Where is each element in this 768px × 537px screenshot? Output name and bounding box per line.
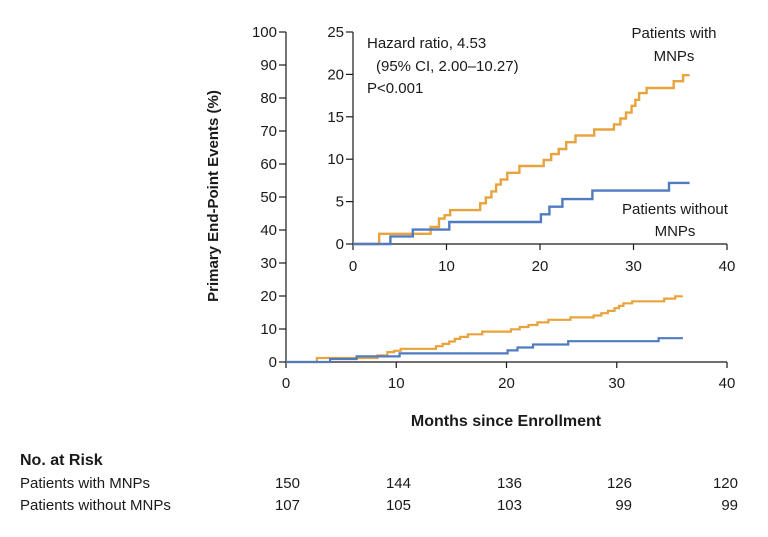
main-series-group [286, 295, 683, 364]
main-y-tick-label: 30 [260, 255, 277, 272]
inset-x-tick-label: 30 [625, 258, 642, 275]
y-axis-label: Primary End-Point Events (%) [205, 90, 222, 302]
risk-value-without-mnps: 99 [721, 497, 738, 514]
inset-y-tick-label: 10 [327, 151, 344, 168]
annotation-p-value: P<0.001 [367, 80, 423, 97]
annotation-hazard-ratio: Hazard ratio, 4.53 [367, 35, 486, 52]
risk-value-with-mnps: 144 [386, 475, 411, 492]
risk-values: 150 144 136 126 120 107 105 103 99 99 [275, 475, 738, 514]
main-y-tick-label: 0 [269, 354, 277, 371]
inset-y-tick-label: 25 [327, 24, 344, 41]
main-x-tick-label: 10 [388, 375, 405, 392]
main-y-tick-label: 100 [252, 24, 277, 41]
risk-value-with-mnps: 136 [497, 475, 522, 492]
x-axis-label: Months since Enrollment [411, 413, 602, 430]
number-at-risk-table: No. at Risk Patients with MNPs Patients … [20, 452, 738, 514]
label-without-mnps-line1: Patients without [622, 201, 729, 218]
main-y-tick-label: 40 [260, 222, 277, 239]
series-labels: Patients with MNPs Patients without MNPs [622, 25, 729, 240]
inset-series-line-without-mnps [353, 181, 690, 246]
hazard-ratio-annotation: Hazard ratio, 4.53 (95% CI, 2.00–10.27) … [367, 35, 519, 97]
risk-value-without-mnps: 99 [615, 497, 632, 514]
risk-row-label-without-mnps: Patients without MNPs [20, 497, 171, 514]
main-x-tick-label: 30 [608, 375, 625, 392]
risk-value-with-mnps: 150 [275, 475, 300, 492]
inset-x-tick-label: 10 [438, 258, 455, 275]
risk-table-title: No. at Risk [20, 452, 103, 469]
risk-row-label-with-mnps: Patients with MNPs [20, 475, 150, 492]
main-y-tick-label: 50 [260, 189, 277, 206]
main-y-tick-label: 80 [260, 90, 277, 107]
inset-y-tick-label: 20 [327, 66, 344, 83]
main-y-tick-label: 10 [260, 321, 277, 338]
main-series-line-without-mnps [286, 337, 683, 364]
main-series-line-with-mnps [286, 295, 683, 364]
main-y-tick-label: 60 [260, 156, 277, 173]
main-x-tick-label: 20 [498, 375, 515, 392]
inset-x-tick-label: 40 [719, 258, 736, 275]
risk-value-without-mnps: 107 [275, 497, 300, 514]
label-with-mnps-line1: Patients with [631, 25, 716, 42]
inset-x-tick-label: 20 [532, 258, 549, 275]
inset-y-tick-label: 0 [336, 236, 344, 253]
annotation-ci: (95% CI, 2.00–10.27) [376, 58, 519, 75]
risk-value-with-mnps: 126 [607, 475, 632, 492]
main-x-tick-label: 40 [719, 375, 736, 392]
risk-value-with-mnps: 120 [713, 475, 738, 492]
risk-value-without-mnps: 103 [497, 497, 522, 514]
inset-y-tick-label: 5 [336, 194, 344, 211]
main-y-tick-label: 70 [260, 123, 277, 140]
main-y-tick-label: 20 [260, 288, 277, 305]
inset-series-group [353, 74, 690, 246]
inset-x-tick-label: 0 [349, 258, 357, 275]
label-without-mnps-line2: MNPs [655, 223, 696, 240]
label-with-mnps-line2: MNPs [654, 48, 695, 65]
inset-axes: 0 5 10 15 20 25 0 10 20 30 40 [327, 24, 735, 275]
risk-value-without-mnps: 105 [386, 497, 411, 514]
inset-y-tick-label: 15 [327, 109, 344, 126]
main-y-tick-label: 90 [260, 57, 277, 74]
inset-series-line-with-mnps [353, 74, 690, 246]
main-x-tick-label: 0 [282, 375, 290, 392]
